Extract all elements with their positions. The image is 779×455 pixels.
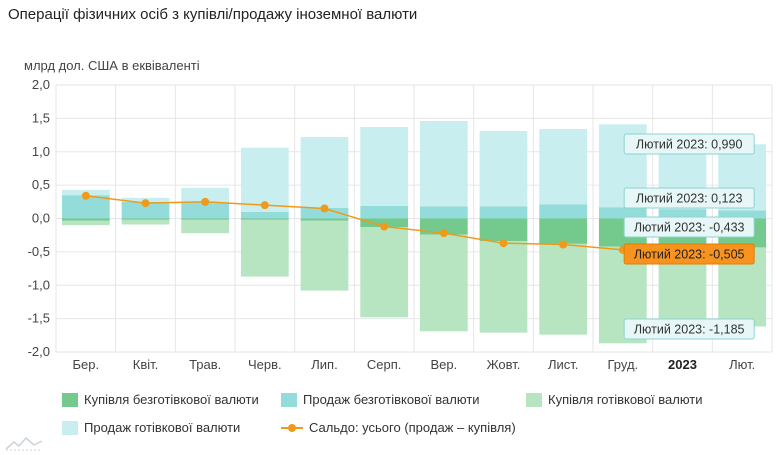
legend-label: Продаж готівкової валюти (84, 420, 241, 435)
x-tick-label: Лют. (729, 357, 755, 372)
saldo-point (380, 222, 389, 231)
bar-sell-noncash (61, 195, 110, 219)
bar-sell-cash (181, 187, 230, 203)
y-tick-label: 1,5 (32, 110, 50, 125)
bar-sell-noncash (718, 210, 767, 219)
bar-sell-cash (360, 127, 409, 206)
legend-line-marker (281, 423, 303, 432)
saldo-point (260, 201, 269, 210)
bar-sell-noncash (240, 211, 289, 219)
bar-sell-noncash (539, 204, 588, 219)
bar-sell-noncash (121, 201, 170, 219)
tooltip-label: Лютий 2023: 0,123 (636, 192, 743, 206)
y-tick-label: -0,5 (28, 244, 50, 259)
legend: Купівля безготівкової валюти Продаж безг… (0, 388, 779, 448)
x-tick-label: Черв. (248, 357, 282, 372)
saldo-point (320, 204, 329, 213)
legend-swatch (62, 392, 78, 407)
bar-sell-noncash (300, 207, 349, 219)
axis-layer: 2,0 1,5 1,0 0,5 0,0 -0,5 -1,0 -1,5 -2,0 Бер. Квіт.… (28, 77, 756, 372)
bar-layer (61, 121, 767, 344)
y-tick-label: 2,0 (32, 77, 50, 92)
legend-item-buy-noncash[interactable]: Купівля безготівкової валюти (62, 392, 259, 407)
legend-swatch (62, 420, 78, 435)
legend-item-saldo[interactable]: Сальдо: усього (продаж – купівля) (281, 420, 516, 435)
x-tick-label: Серп. (367, 357, 402, 372)
x-tick-label: Жовт. (487, 357, 521, 372)
bar-sell-cash (479, 131, 528, 207)
bar-buy-cash (61, 220, 110, 226)
bar-buy-noncash (539, 218, 588, 244)
tooltip-layer: Лютий 2023: 0,990 Лютий 2023: 0,123 Лютий … (623, 133, 755, 340)
bar-buy-noncash (121, 218, 170, 220)
saldo-point (439, 229, 448, 238)
y-tick-label: -2,0 (28, 344, 50, 359)
legend-swatch (281, 392, 297, 407)
tooltip-box (623, 133, 755, 155)
x-tick-label: Трав. (189, 357, 221, 372)
bar-buy-cash (419, 234, 468, 332)
chart-canvas: 2,0 1,5 1,0 0,5 0,0 -0,5 -1,0 -1,5 -2,0 Бер. Квіт.… (28, 77, 773, 372)
bar-sell-cash (300, 137, 349, 208)
bar-sell-noncash (181, 202, 230, 219)
tooltip-box (623, 243, 755, 265)
bar-buy-noncash (479, 218, 528, 242)
saldo-point (559, 240, 568, 249)
x-tick-label: Лип. (311, 357, 337, 372)
x-tick-label: Лист. (548, 357, 578, 372)
bar-buy-cash (479, 241, 528, 333)
y-tick-label: 0,0 (32, 211, 50, 226)
tooltip-box (623, 318, 755, 340)
bar-buy-cash (181, 219, 230, 234)
bar-sell-cash (419, 121, 468, 207)
y-tick-label: -1,0 (28, 277, 50, 292)
y-tick-label: 0,5 (32, 177, 50, 192)
tooltip-label: Лютий 2023: -0,505 (634, 248, 745, 262)
bar-buy-cash (360, 227, 409, 318)
bar-buy-cash (240, 219, 289, 277)
bar-sell-cash (539, 129, 588, 205)
y-tick-label: -1,5 (28, 311, 50, 326)
legend-label: Продаж безготівкової валюти (303, 392, 480, 407)
bar-buy-cash (539, 243, 588, 335)
legend-swatch (526, 392, 542, 407)
legend-item-sell-noncash[interactable]: Продаж безготівкової валюти (281, 392, 480, 407)
x-tick-label: Груд. (607, 357, 638, 372)
bar-sell-noncash (479, 206, 528, 219)
bar-buy-cash (121, 219, 170, 225)
chart-title: Операції фізичних осіб з купівлі/продажу… (8, 6, 418, 23)
bar-buy-noncash (419, 218, 468, 235)
x-tick-label: Бер. (73, 357, 100, 372)
legend-item-buy-cash[interactable]: Купівля готівкової валюти (526, 392, 703, 407)
bar-sell-noncash (419, 206, 468, 219)
bar-sell-cash (240, 147, 289, 212)
bar-buy-cash (300, 220, 349, 291)
saldo-point (141, 199, 150, 208)
tooltip-box (623, 187, 755, 209)
bar-buy-noncash (300, 218, 349, 221)
legend-label: Сальдо: усього (продаж – купівля) (309, 420, 516, 435)
legend-item-sell-cash[interactable]: Продаж готівкової валюти (62, 420, 240, 435)
tooltip-box (623, 216, 755, 238)
legend-label: Купівля готівкової валюти (548, 392, 703, 407)
saldo-point (201, 197, 210, 206)
bar-sell-noncash (598, 207, 647, 219)
tooltip-label: Лютий 2023: -0,433 (634, 221, 745, 235)
bar-buy-noncash (61, 218, 110, 221)
bar-buy-noncash (181, 218, 230, 220)
tooltip-label: Лютий 2023: 0,990 (636, 138, 743, 152)
tooltip-label: Лютий 2023: -1,185 (634, 323, 745, 337)
bar-sell-noncash (658, 209, 707, 219)
y-axis-label: млрд дол. США в еквіваленті (24, 58, 200, 73)
x-tick-label: Вер. (430, 357, 457, 372)
x-tick-label: 2023 (668, 357, 697, 372)
y-tick-label: 1,0 (32, 144, 50, 159)
mountain-logo-icon (5, 436, 43, 451)
bar-buy-noncash (240, 218, 289, 220)
saldo-point (499, 239, 508, 248)
bar-sell-noncash (360, 205, 409, 219)
x-tick-label: Квіт. (133, 357, 159, 372)
legend-label: Купівля безготівкової валюти (84, 392, 259, 407)
saldo-point (81, 191, 90, 200)
